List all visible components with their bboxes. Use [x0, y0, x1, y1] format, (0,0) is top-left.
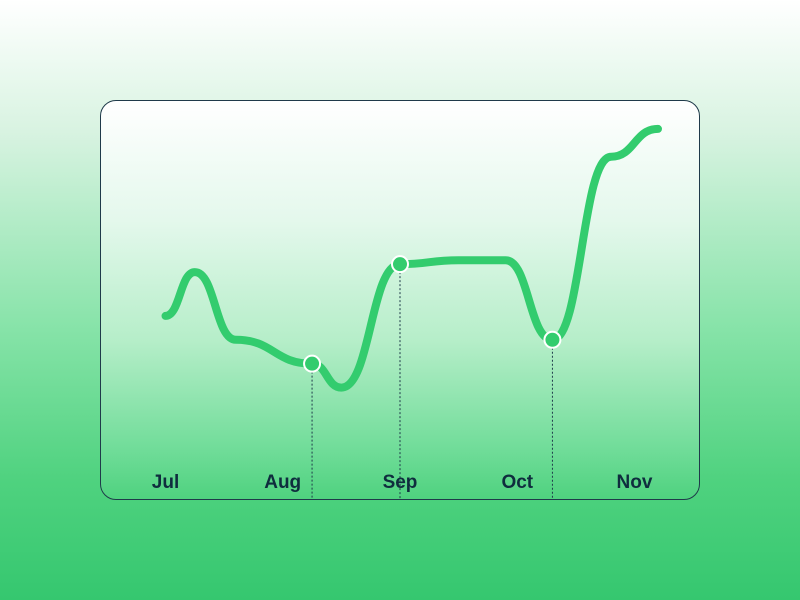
chart-card: Jul Aug Sep Oct Nov: [100, 100, 700, 500]
x-tick-label-oct: Oct: [501, 472, 533, 493]
x-tick-label-jul: Jul: [152, 472, 179, 493]
x-tick-label-nov: Nov: [617, 472, 653, 493]
series-line: [161, 124, 662, 392]
x-tick-label-aug: Aug: [264, 472, 301, 493]
data-point-1: [303, 354, 322, 373]
data-point-3: [543, 330, 562, 349]
x-tick-label-sep: Sep: [383, 472, 418, 493]
data-point-2: [391, 255, 409, 274]
line-chart: Jul Aug Sep Oct Nov: [152, 124, 662, 499]
